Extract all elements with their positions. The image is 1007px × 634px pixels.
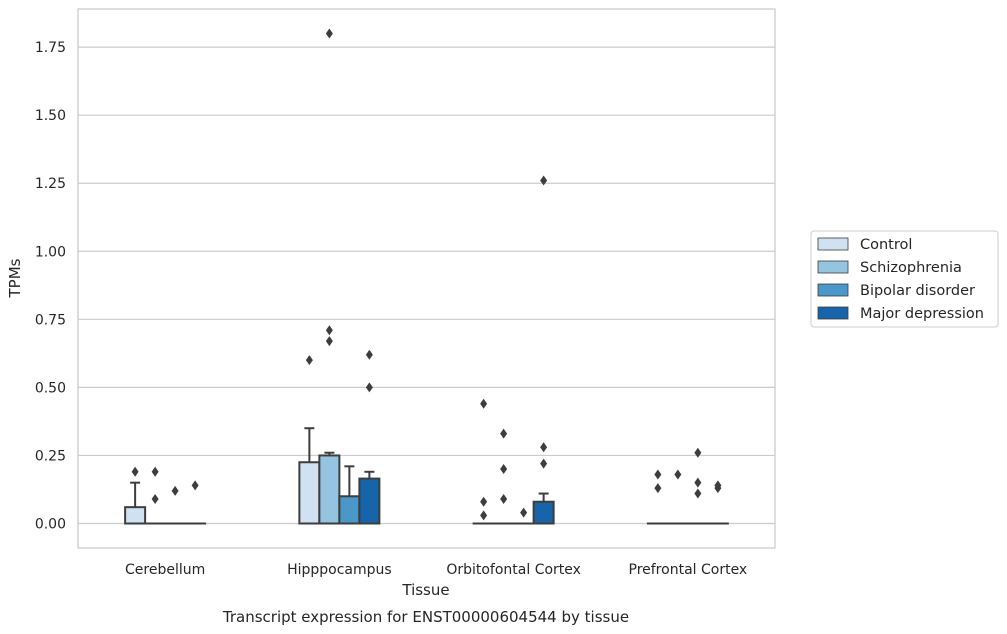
gridlines [78,46,775,525]
y-tick-label: 0.00 [35,517,66,533]
outlier-point [171,485,179,496]
legend-swatch [817,283,849,297]
box-body [298,461,321,525]
y-tick-label: 1.25 [35,176,66,192]
legend-swatch [817,260,849,274]
box-body [124,506,147,525]
legend-label: Control [860,237,912,253]
plot-frame [77,8,776,549]
box-major-depression [532,492,555,525]
box-bipolar-disorder [338,465,361,525]
legend-swatch [817,306,849,320]
box-major-depression [358,470,381,525]
outlier-point [500,428,508,439]
box-body [318,454,341,525]
x-tick-label: Prefrontal Cortex [629,562,748,578]
y-axis-title: TPMs [6,258,24,298]
y-tick-label: 0.25 [35,448,66,464]
outlier-point [365,349,373,360]
outlier-point [305,355,313,366]
outlier-point [694,488,702,499]
outlier-point [540,442,548,453]
y-tick-label: 0.50 [35,380,66,396]
outlier-point [654,469,662,480]
outlier-point [131,466,139,477]
outlier-point [500,494,508,504]
legend-label: Schizophrenia [860,260,962,276]
box-body [338,495,361,525]
y-tick-label: 1.75 [35,40,66,56]
box-control [298,427,321,525]
box-body [358,477,381,525]
outlier-point [325,28,333,39]
outlier-point [500,464,508,475]
outlier-point [674,469,682,480]
x-axis-title: Tissue [401,581,449,599]
x-tick-label: Hipppocampus [287,562,392,578]
outlier-point [151,494,159,504]
outlier-point [480,510,488,521]
outlier-point [540,458,548,469]
y-tick-labels: 0.00 0.25 0.50 0.75 1.00 1.25 1.50 1.75 [35,40,66,532]
legend-label: Major depression [860,306,984,322]
box-body [532,500,555,525]
outlier-point [480,496,488,507]
legend-frame [810,230,999,328]
legend: Control Schizophrenia Bipolar disorder Majo… [810,230,999,328]
outlier-point [654,483,662,494]
outlier-point [325,336,333,347]
y-tick-label: 0.75 [35,312,66,328]
x-tick-label: Orbitofontal Cortex [446,562,581,578]
box-control [124,481,147,525]
x-tick-labels: Cerebellum Hipppocampus Orbitofontal Corte… [125,562,747,578]
box-schizophrenia [318,451,341,525]
outlier-point [151,466,159,477]
outlier-point [540,175,548,186]
outlier-point [325,325,333,336]
outlier-points [131,28,722,521]
boxes [124,427,729,525]
y-tick-label: 1.00 [35,244,66,260]
outlier-point [694,447,702,458]
outlier-point [480,398,488,409]
legend-swatch [817,237,849,251]
chart-caption: Transcript expression for ENST0000060454… [222,608,629,626]
outlier-point [520,507,528,518]
outlier-point [714,480,722,491]
legend-label: Bipolar disorder [860,283,975,299]
outlier-point [694,477,702,488]
outlier-point [365,382,373,393]
y-tick-label: 1.50 [35,108,66,124]
outlier-point [191,480,199,491]
x-tick-label: Cerebellum [125,562,205,578]
